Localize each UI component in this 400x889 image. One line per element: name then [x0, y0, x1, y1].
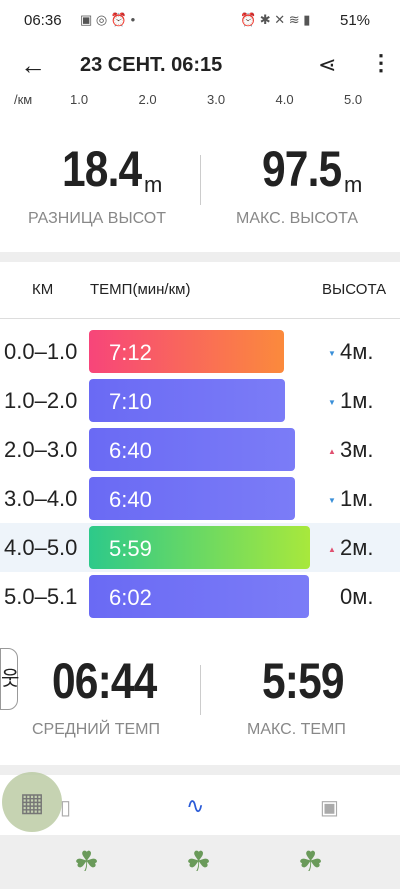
stat-label: МАКС. ТЕМП — [247, 721, 346, 738]
pace-bar: 6:40 — [89, 477, 296, 520]
pace-value: 7:10 — [109, 389, 152, 414]
separator — [0, 252, 400, 262]
table-row: 4.0–5.0 5:59 ▲ 2м. — [0, 523, 400, 572]
separator — [0, 765, 400, 775]
pace-bar: 7:12 — [89, 330, 284, 373]
stat-unit: m — [344, 172, 363, 197]
clover[interactable]: ☘ — [74, 846, 100, 877]
status-icons-right: ⏰ ✱ ✕ ≋ ▮ — [240, 12, 311, 27]
pace-value: 6:40 — [109, 487, 152, 512]
pace-bar: 6:02 — [89, 575, 309, 618]
elevation-value: 3м. — [340, 437, 374, 462]
elevation-value: 0м. — [340, 584, 374, 609]
axis-tick: 3.0 — [207, 92, 226, 107]
km-range: 0.0–1.0 — [4, 339, 78, 364]
divider — [200, 155, 201, 205]
stat-value: 5:59 — [262, 653, 345, 709]
stat-label: СРЕДНИЙ ТЕМП — [32, 721, 161, 738]
page-title: 23 СЕНТ. 06:15 — [80, 54, 223, 76]
pace-value: 5:59 — [109, 536, 152, 561]
km-range: 4.0–5.0 — [4, 535, 78, 560]
table-row: 0.0–1.0 7:12 ▼ 4м. — [0, 327, 400, 376]
column-header: ВЫСОТА — [322, 281, 387, 298]
stat-label: МАКС. ВЫСОТА — [236, 210, 358, 227]
km-range: 2.0–3.0 — [4, 437, 78, 462]
elevation-arrow: ▼ — [328, 398, 336, 407]
km-range: 3.0–4.0 — [4, 486, 78, 511]
nav-photo[interactable]: ▣ — [320, 797, 339, 819]
elevation-value: 4м. — [340, 339, 374, 364]
share-button[interactable]: ⋖ — [318, 52, 337, 77]
status-time: 06:36 — [24, 12, 62, 29]
axis-tick: 1.0 — [70, 92, 89, 107]
table-row: 3.0–4.0 6:40 ▼ 1м. — [0, 474, 400, 523]
km-range: 1.0–2.0 — [4, 388, 78, 413]
floating-button[interactable]: ▦ — [2, 772, 62, 832]
elevation-value: 1м. — [340, 388, 374, 413]
nav-chart[interactable]: ∿ — [186, 793, 205, 818]
pace-bar: 7:10 — [89, 379, 285, 422]
pace-value: 7:12 — [109, 340, 152, 365]
stat-unit: m — [144, 172, 163, 197]
nav-map[interactable]: ▯ — [60, 797, 72, 819]
table-row: 1.0–2.0 7:10 ▼ 1м. — [0, 376, 400, 425]
back-button[interactable]: ← — [20, 50, 46, 80]
elevation-arrow: ▲ — [328, 447, 336, 456]
stat-label: РАЗНИЦА ВЫСОТ — [28, 210, 167, 227]
elevation-arrow: ▼ — [328, 349, 336, 358]
elevation-value: 2м. — [340, 535, 374, 560]
table-row: 5.0–5.1 6:02 0м. — [0, 572, 400, 621]
stat-value: 97.5 — [262, 141, 342, 197]
axis-tick: 4.0 — [275, 92, 294, 107]
pace-bar: 5:59 — [89, 526, 310, 569]
axis-unit: /км — [14, 92, 33, 107]
stat-value: 06:44 — [52, 653, 157, 709]
menu-button[interactable]: ⋮ — [370, 50, 392, 75]
divider — [200, 665, 201, 715]
column-header: ТЕМП(мин/км) — [90, 281, 191, 298]
axis-tick: 5.0 — [344, 92, 363, 107]
pace-bar: 6:40 — [89, 428, 296, 471]
elevation-arrow: ▼ — [328, 496, 336, 505]
column-header: КМ — [32, 281, 54, 298]
separator — [0, 318, 400, 319]
axis-tick: 2.0 — [138, 92, 157, 107]
status-icons: ▣ ◎ ⏰ • — [80, 12, 136, 27]
elevation-arrow: ▲ — [328, 545, 336, 554]
elevation-value: 1м. — [340, 486, 374, 511]
pace-value: 6:02 — [109, 585, 152, 610]
battery: 51% — [340, 12, 371, 29]
clover[interactable]: ☘ — [186, 846, 212, 877]
pace-value: 6:40 — [109, 438, 152, 463]
stat-value: 18.4 — [62, 141, 142, 197]
bottom-bar — [0, 835, 400, 889]
clover[interactable]: ☘ — [298, 846, 324, 877]
km-range: 5.0–5.1 — [4, 584, 78, 609]
side-button[interactable]: 웃 — [0, 648, 19, 710]
table-row: 2.0–3.0 6:40 ▲ 3м. — [0, 425, 400, 474]
